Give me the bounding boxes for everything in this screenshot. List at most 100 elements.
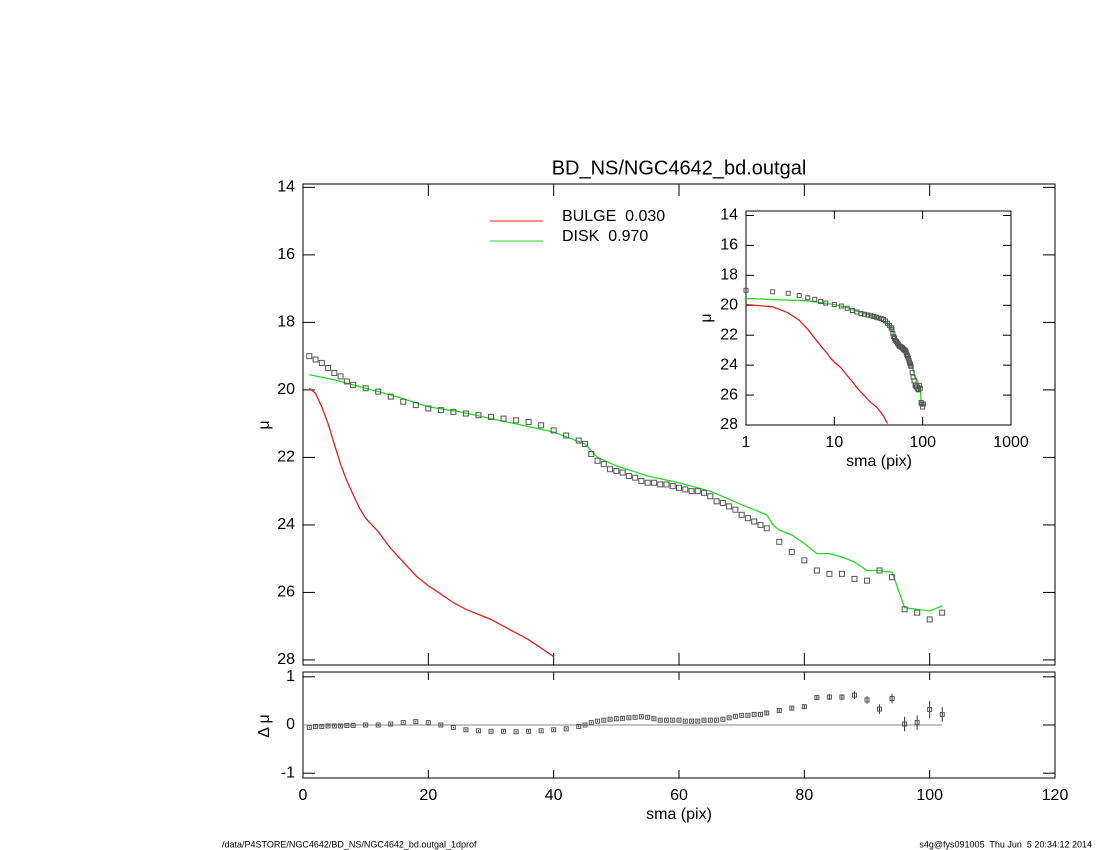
- y-tick-label: 16: [720, 237, 738, 254]
- inset-data-point: [862, 311, 868, 317]
- data-point: [744, 515, 751, 522]
- inset-data-point: [838, 303, 844, 309]
- residual-point: [613, 716, 619, 722]
- residual-point: [670, 717, 676, 723]
- residual-point: [563, 726, 569, 732]
- y-tick-label: 18: [720, 267, 738, 284]
- inset-data-point: [908, 362, 914, 368]
- model-line: [309, 374, 943, 612]
- inset-data-point: [868, 313, 874, 319]
- inset-frame: [745, 210, 1012, 426]
- residual-point: [601, 717, 607, 723]
- residual-point: [757, 711, 763, 717]
- inset-data-point: [770, 289, 776, 295]
- inset-data-point: [785, 290, 791, 296]
- data-point: [732, 506, 739, 513]
- residual-point: [851, 692, 857, 698]
- inset-data-point: [865, 312, 871, 318]
- data-point: [713, 498, 720, 505]
- residual-point: [751, 711, 757, 717]
- data-point: [318, 359, 325, 366]
- residual-point: [902, 721, 908, 727]
- data-point: [701, 489, 708, 496]
- residual-point: [344, 722, 350, 728]
- y-tick-label: -1: [281, 764, 295, 781]
- inset-x-axis-label: sma (pix): [846, 453, 912, 470]
- inset-data-point: [908, 364, 914, 370]
- legend-label: BULGE 0.030: [562, 208, 665, 225]
- residual-point: [526, 728, 532, 734]
- residual-point: [839, 694, 845, 700]
- data-point: [337, 373, 344, 380]
- residual-point: [695, 718, 701, 724]
- data-point: [425, 405, 432, 412]
- data-point: [726, 503, 733, 510]
- y-tick-label: 28: [720, 416, 738, 433]
- inset-data-point: [888, 325, 894, 331]
- residual-point: [927, 707, 933, 713]
- residual-point: [789, 705, 795, 711]
- residual-point: [475, 728, 481, 734]
- residual-point: [701, 717, 707, 723]
- data-point: [719, 499, 726, 506]
- data-point: [582, 440, 588, 447]
- inset-data-point: [805, 295, 811, 301]
- data-point: [939, 609, 946, 616]
- x-tick-label: 20: [419, 787, 437, 804]
- data-point: [563, 432, 570, 439]
- data-point: [513, 417, 520, 424]
- inset-data-point: [917, 385, 923, 391]
- residual-point: [501, 728, 507, 734]
- data-point: [751, 518, 758, 525]
- residual-point: [400, 720, 406, 726]
- residual-point: [595, 718, 601, 724]
- data-point: [362, 385, 369, 392]
- data-point: [838, 570, 845, 577]
- data-point: [625, 472, 632, 479]
- y-tick-label: 24: [277, 516, 295, 533]
- residual-point: [551, 727, 557, 733]
- data-point: [763, 525, 770, 532]
- data-point: [488, 413, 494, 420]
- residual-point: [889, 696, 895, 701]
- inset-data-point: [823, 300, 829, 306]
- data-point: [538, 422, 545, 429]
- data-point: [914, 609, 921, 616]
- inset-data-point: [743, 287, 749, 293]
- data-point: [450, 408, 457, 415]
- y-tick-label: 14: [720, 207, 738, 224]
- residual-point: [413, 719, 419, 725]
- residual-point: [588, 720, 594, 726]
- data-point: [757, 521, 764, 528]
- residual-point: [626, 715, 632, 721]
- y-tick-label: 22: [277, 449, 295, 466]
- x-tick-label: 80: [795, 787, 813, 804]
- inset-data-point: [920, 401, 926, 407]
- residual-point: [657, 717, 663, 723]
- inset-data-point: [849, 308, 855, 314]
- residual-point: [463, 727, 469, 733]
- y-axis-label: μ: [256, 420, 273, 429]
- residual-point: [488, 728, 494, 734]
- residual-point: [939, 711, 945, 717]
- y-tick-label: 16: [277, 246, 295, 263]
- residual-point: [450, 724, 456, 730]
- x-axis-label: sma (pix): [646, 806, 712, 823]
- y-tick-label: 26: [277, 584, 295, 601]
- residual-point: [306, 724, 312, 730]
- data-point: [876, 567, 883, 574]
- residual-point: [632, 714, 638, 720]
- residual-point: [331, 723, 337, 729]
- x-tick-label: 10: [825, 434, 843, 451]
- inset-data-point: [904, 352, 910, 358]
- data-point: [694, 488, 701, 495]
- data-point: [682, 486, 689, 493]
- residual-point: [582, 722, 588, 728]
- residual-point: [313, 723, 319, 729]
- data-point: [475, 412, 482, 419]
- data-point: [437, 407, 444, 414]
- residual-point: [764, 710, 770, 716]
- data-point: [500, 415, 507, 422]
- x-tick-label: 0: [299, 787, 308, 804]
